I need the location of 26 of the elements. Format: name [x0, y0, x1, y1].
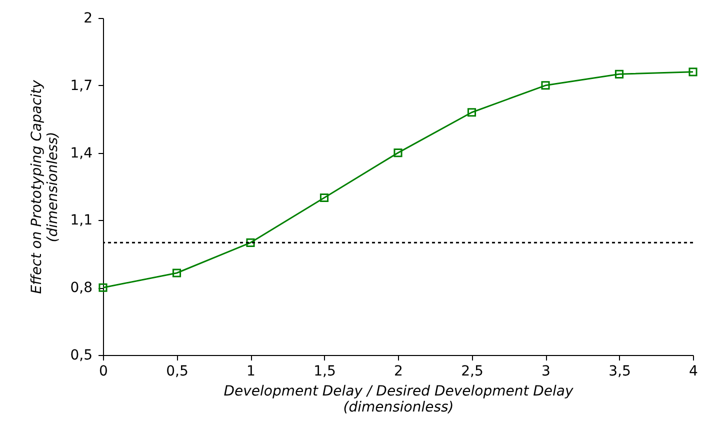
- x-tick-label: 1: [246, 364, 256, 380]
- y-tick-label: 1,1: [70, 212, 92, 229]
- point: [98, 283, 108, 292]
- point: [172, 268, 182, 278]
- point: [688, 68, 698, 76]
- point: [467, 108, 476, 117]
- point: [246, 238, 255, 247]
- x-tick-label: 3: [542, 364, 550, 380]
- x-tick-label: 1,5: [314, 364, 336, 380]
- x-tick-label: 4: [689, 364, 698, 380]
- point: [320, 193, 329, 202]
- x-tick-label: 2: [394, 364, 403, 380]
- x-tick-label: 0: [99, 364, 108, 380]
- y-tick-label: 1,7: [70, 78, 92, 94]
- point: [394, 148, 402, 158]
- x-tick-label: 0,5: [166, 364, 188, 380]
- y-tick-label: 0,8: [70, 280, 92, 296]
- x-tick-label: 3,5: [608, 364, 631, 380]
- point: [614, 70, 624, 78]
- x-tick-label: 2,5: [461, 364, 484, 380]
- x-axis-title: Development Delay / Desired Development Delay (dimensionless): [224, 384, 574, 416]
- point: [541, 81, 550, 90]
- y-axis-title: Effect on Prototyping Capacity (dimensionless): [29, 79, 62, 294]
- y-tick-label: 0,5: [70, 348, 92, 364]
- y-tick-label: 1,4: [70, 145, 93, 162]
- y-tick-label: 2: [84, 10, 92, 26]
